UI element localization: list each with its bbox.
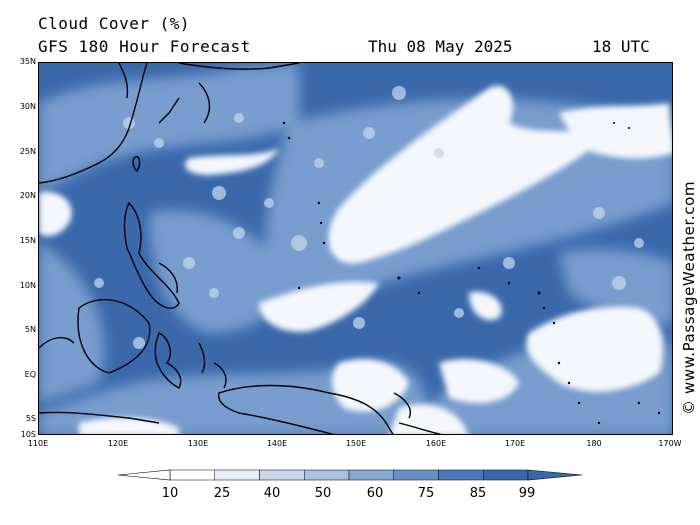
- colorbar-segment: [438, 469, 484, 481]
- forecast-date: Thu 08 May 2025: [368, 37, 513, 56]
- small-islands: [282, 121, 661, 425]
- colorbar-tick-label: 50: [314, 486, 332, 501]
- colorbar-tick-label: 85: [469, 486, 487, 501]
- lat-label: EQ: [24, 370, 36, 379]
- colorbar-segment: [214, 469, 260, 481]
- lon-label: 150E: [345, 439, 367, 448]
- lat-label: 5N: [24, 325, 36, 334]
- forecast-time: 18 UTC: [592, 37, 650, 56]
- credit-text: © www.PassageWeather.com: [680, 180, 698, 415]
- map-canvas: [39, 63, 672, 434]
- colorbar-tick-label: 10: [161, 486, 179, 501]
- lat-label: 10S: [20, 430, 36, 439]
- lon-label: 180: [586, 439, 602, 448]
- colorbar-tick-label: 25: [213, 486, 231, 501]
- colorbar-left-arrow: [118, 469, 171, 481]
- lon-label: 170E: [504, 439, 526, 448]
- lat-label: 20N: [19, 191, 36, 200]
- colorbar-right-arrow: [527, 469, 582, 481]
- lat-label: 15N: [19, 236, 36, 245]
- lat-label: 10N: [19, 281, 36, 290]
- colorbar-segment: [259, 469, 305, 481]
- colorbar-segment: [304, 469, 350, 481]
- map-title: Cloud Cover (%): [38, 14, 190, 33]
- colorbar: [118, 469, 582, 481]
- lat-label: 30N: [19, 102, 36, 111]
- forecast-subtitle: GFS 180 Hour Forecast: [38, 37, 251, 56]
- colorbar-segment: [483, 469, 529, 481]
- colorbar-tick-label: 99: [518, 486, 536, 501]
- lat-label: 25N: [19, 147, 36, 156]
- colorbar-tick-label: 40: [263, 486, 281, 501]
- colorbar-tick-label: 75: [417, 486, 435, 501]
- cloud-cover-map[interactable]: [38, 62, 673, 435]
- lon-label: 130E: [187, 439, 209, 448]
- colorbar-tick-label: 60: [366, 486, 384, 501]
- lon-label: 160E: [425, 439, 447, 448]
- lon-label: 170W: [658, 439, 682, 448]
- lat-label: 5S: [25, 414, 36, 423]
- lon-label: 120E: [107, 439, 129, 448]
- colorbar-segment: [393, 469, 439, 481]
- cloud-dense-layer: [39, 85, 672, 434]
- colorbar-segment: [169, 469, 215, 481]
- lat-label: 35N: [19, 57, 36, 66]
- coastlines: [39, 63, 442, 434]
- lon-label: 140E: [266, 439, 288, 448]
- lon-label: 110E: [27, 439, 49, 448]
- colorbar-segment: [348, 469, 394, 481]
